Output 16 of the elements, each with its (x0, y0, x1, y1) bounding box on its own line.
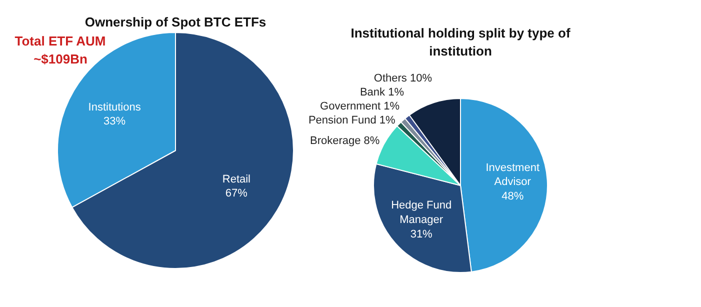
slice-label: Bank 1% (360, 86, 404, 98)
slice-label: Government 1% (320, 100, 400, 112)
slice-label: Others 10% (374, 72, 432, 85)
slice-label: Investment Advisor (486, 162, 540, 188)
chart-title: Institutional holding split by type of institution (350, 26, 571, 58)
data-label: 31% (410, 228, 433, 240)
slice-label: Institutions (88, 101, 142, 114)
data-label: 48% (502, 190, 524, 203)
chart-title: Ownership of Spot BTC ETFs (84, 14, 266, 30)
text: Total ETF AUM ~$109Bn (14, 34, 106, 66)
slice-label: Brokerage 8% (310, 135, 380, 148)
slice-label: Retail (222, 173, 251, 186)
slice-label: Pension Fund 1% (308, 114, 396, 126)
data-label: 33% (104, 116, 126, 128)
data-label: 67% (225, 188, 248, 200)
slice-label: Hedge Fund Manager (391, 200, 452, 226)
